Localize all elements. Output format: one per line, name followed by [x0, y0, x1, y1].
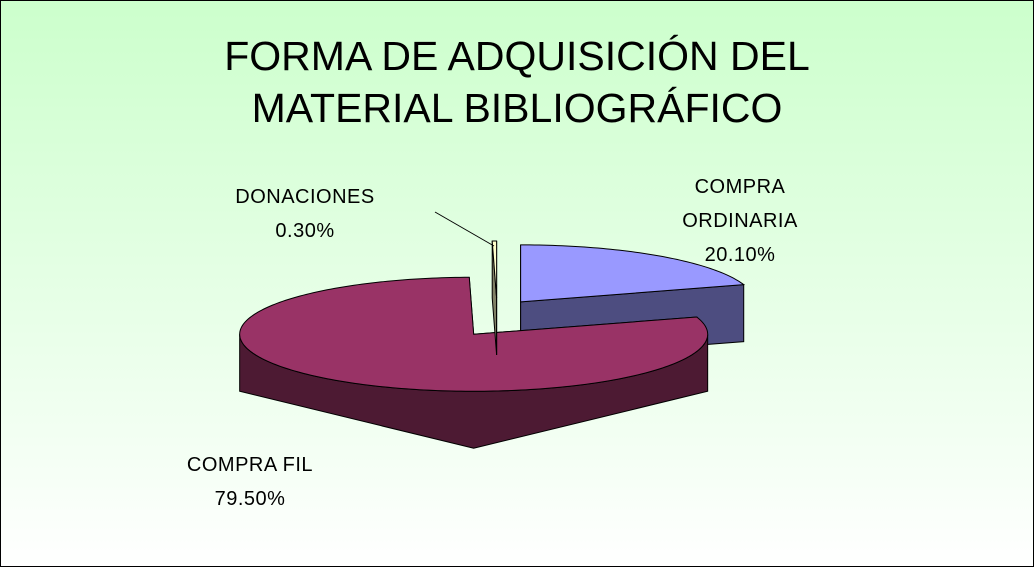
category-label: DONACIONES: [235, 186, 375, 208]
slice-label: DONACIONES 0.30%: [220, 180, 390, 248]
pie-slice: [239, 276, 709, 449]
category-label: COMPRA ORDINARIA: [682, 176, 798, 232]
slice-label: COMPRA ORDINARIA 20.10%: [650, 170, 830, 272]
pie-slice: [491, 240, 498, 356]
value-label: 0.30%: [275, 220, 335, 242]
value-label: 79.50%: [214, 488, 286, 510]
value-label: 20.10%: [704, 244, 776, 266]
slice-top: [520, 244, 746, 303]
leader-line: [434, 211, 495, 247]
category-label: COMPRA FIL: [186, 454, 314, 476]
slice-top: [239, 276, 709, 392]
slice-top: [491, 240, 498, 299]
chart-title: FORMA DE ADQUISICIÓN DEL MATERIAL BIBLIO…: [224, 33, 810, 131]
slice-label: COMPRA FIL 79.50%: [150, 448, 350, 516]
